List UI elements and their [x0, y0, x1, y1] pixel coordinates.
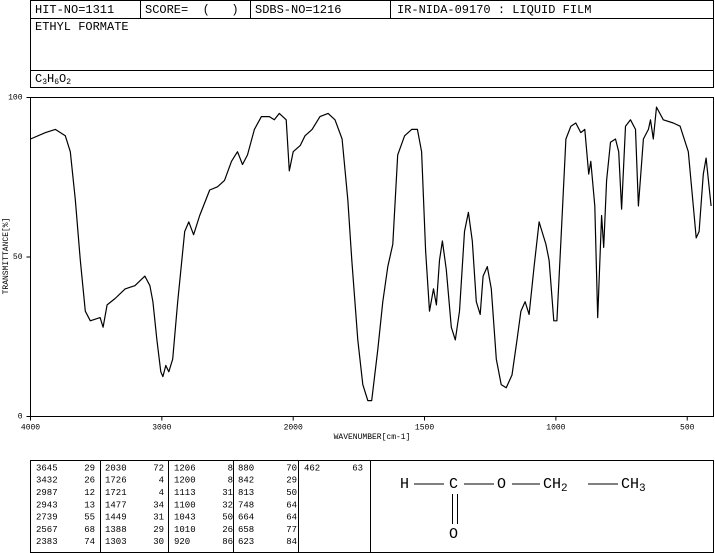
plot: 0 50 100 4000 3000 2000 1500 1000 500: [8, 94, 712, 433]
peak-transmittance: 64: [286, 500, 297, 510]
peak-wavenumber: 462: [304, 463, 320, 473]
peak-transmittance: 30: [153, 537, 164, 547]
atom: H: [400, 476, 409, 493]
peak-wavenumber: 1726: [105, 476, 127, 486]
method: IR-NIDA-09170 : LIQUID FILM: [397, 3, 591, 17]
peak-transmittance: 26: [84, 476, 95, 486]
peak-wavenumber: 1010: [174, 525, 196, 535]
peak-transmittance: 34: [153, 500, 164, 510]
atom: O: [497, 476, 506, 493]
peak-transmittance: 70: [286, 463, 297, 473]
atom-subscript: 2: [561, 483, 568, 495]
peak-transmittance: 74: [84, 537, 95, 547]
peak-wavenumber: 2987: [36, 488, 58, 498]
peak-wavenumber: 2943: [36, 500, 58, 510]
y-tick-label: 0: [18, 413, 23, 422]
peak-table-frame: [30, 460, 714, 553]
peak-transmittance: 29: [286, 476, 297, 486]
sdbs-no: SDBS-NO=1216: [255, 3, 341, 17]
y-axis-label: TRANSMITTANCE[%]: [2, 218, 11, 295]
peak-wavenumber: 880: [238, 463, 254, 473]
peak-transmittance: 31: [222, 488, 233, 498]
peak-transmittance: 50: [286, 488, 297, 498]
atom-part: CH: [543, 476, 561, 493]
peak-wavenumber: 1113: [174, 488, 196, 498]
peak-wavenumber: 2030: [105, 463, 127, 473]
peak-transmittance: 29: [153, 525, 164, 535]
structure: H C O CH2 CH3 O: [400, 476, 646, 543]
peak-wavenumber: 1721: [105, 488, 127, 498]
peak-transmittance: 12: [84, 488, 95, 498]
atom: O: [449, 526, 458, 543]
peak-wavenumber: 842: [238, 476, 254, 486]
peak-transmittance: 86: [222, 537, 233, 547]
atom-subscript: 3: [639, 483, 646, 495]
atom: CH3: [621, 476, 646, 495]
x-tick-label: 4000: [21, 424, 40, 433]
peak-wavenumber: 1200: [174, 476, 196, 486]
compound-name: ETHYL FORMATE: [35, 20, 129, 34]
peak-transmittance: 8: [228, 463, 233, 473]
peak-wavenumber: 1388: [105, 525, 127, 535]
peak-transmittance: 55: [84, 513, 95, 523]
peak-wavenumber: 658: [238, 525, 254, 535]
peak-wavenumber: 2739: [36, 513, 58, 523]
peak-transmittance: 8: [228, 476, 233, 486]
spectrum-line: [30, 106, 712, 402]
x-tick-label: 3000: [152, 424, 171, 433]
peak-wavenumber: 3432: [36, 476, 58, 486]
x-tick-label: 500: [680, 424, 695, 433]
plot-frame: [30, 97, 714, 417]
peak-transmittance: 68: [84, 525, 95, 535]
peak-wavenumber: 1449: [105, 513, 127, 523]
formula-part: C: [35, 72, 42, 86]
x-tick-label: 2000: [284, 424, 303, 433]
peak-wavenumber: 813: [238, 488, 254, 498]
peak-wavenumber: 1043: [174, 513, 196, 523]
peak-wavenumber: 1477: [105, 500, 127, 510]
peak-wavenumber: 623: [238, 537, 254, 547]
peak-wavenumber: 3645: [36, 463, 58, 473]
peak-transmittance: 4: [159, 476, 164, 486]
formula-part: O: [59, 72, 66, 86]
hit-no: HIT-NO=1311: [35, 3, 114, 17]
atom: C: [449, 476, 458, 493]
peak-transmittance: 13: [84, 500, 95, 510]
peak-wavenumber: 748: [238, 500, 254, 510]
formula-part: H: [47, 72, 54, 86]
peak-wavenumber: 1100: [174, 500, 196, 510]
y-tick-label: 50: [13, 253, 23, 262]
peak-transmittance: 64: [286, 513, 297, 523]
score: SCORE= ( ): [145, 3, 239, 17]
peak-wavenumber: 664: [238, 513, 254, 523]
formula-subscript: 2: [66, 78, 71, 87]
peak-wavenumber: 2383: [36, 537, 58, 547]
formula: C3H6O2: [35, 72, 71, 87]
peak-transmittance: 77: [286, 525, 297, 535]
peak-wavenumber: 1303: [105, 537, 127, 547]
atom-part: CH: [621, 476, 639, 493]
peak-wavenumber: 1206: [174, 463, 196, 473]
y-tick-label: 100: [8, 94, 23, 103]
peak-wavenumber: 2567: [36, 525, 58, 535]
x-tick-label: 1000: [546, 424, 565, 433]
header-frame: [30, 0, 714, 88]
peak-transmittance: 63: [352, 463, 363, 473]
formula-subscript: 6: [54, 78, 59, 87]
peak-transmittance: 84: [286, 537, 297, 547]
x-tick-label: 1500: [415, 424, 434, 433]
atom: CH2: [543, 476, 568, 495]
peak-transmittance: 31: [153, 513, 164, 523]
peak-transmittance: 29: [84, 463, 95, 473]
peak-transmittance: 32: [222, 500, 233, 510]
peak-transmittance: 50: [222, 513, 233, 523]
peak-transmittance: 26: [222, 525, 233, 535]
formula-subscript: 3: [42, 78, 47, 87]
peak-transmittance: 4: [159, 488, 164, 498]
x-axis-label: WAVENUMBER[cm-1]: [334, 433, 411, 442]
peak-wavenumber: 920: [174, 537, 190, 547]
peak-transmittance: 72: [153, 463, 164, 473]
